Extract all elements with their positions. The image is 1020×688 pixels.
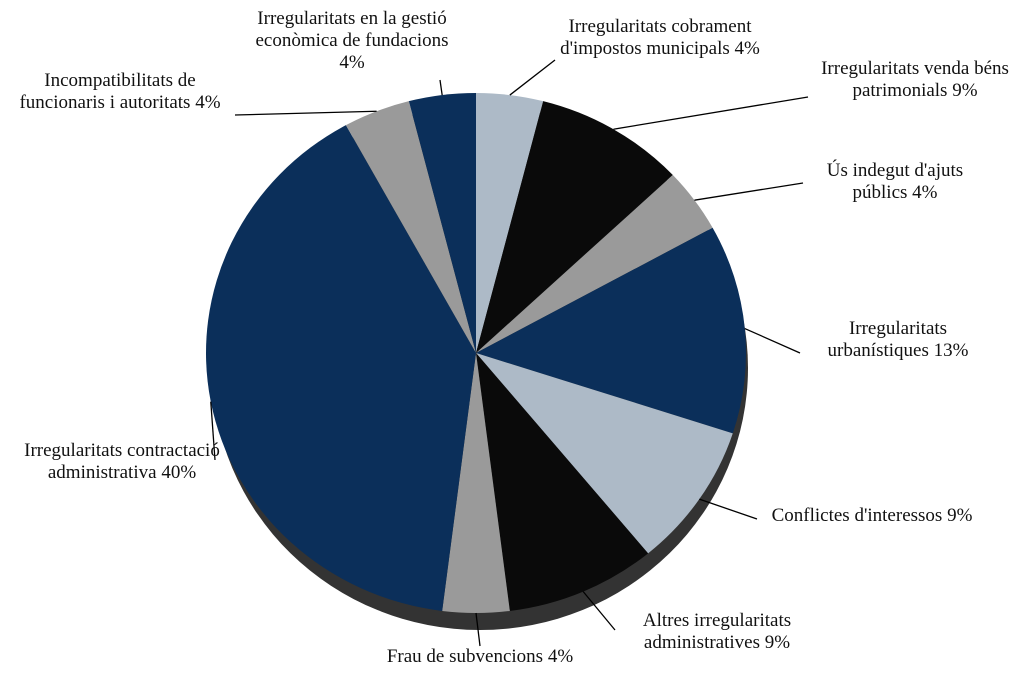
leader-line <box>699 498 758 520</box>
value-label: 9% <box>947 505 973 526</box>
pie-slice <box>476 101 673 353</box>
pie-slice <box>345 101 476 353</box>
category-label: Irregularitats urbanístiques <box>827 318 948 361</box>
pie-slice <box>476 93 544 353</box>
category-label: Frau de subvencions <box>386 646 544 667</box>
category-label: Altres irregularitats administratives <box>642 610 792 653</box>
category-label: Incompatibilitats de funcionaris i autor… <box>19 70 196 113</box>
category-label: Irregularitats contractació administrati… <box>24 440 220 483</box>
slice-label: Incompatibilitats de funcionaris i autor… <box>0 70 240 114</box>
leader-line <box>210 401 216 461</box>
category-label: Irregularitats venda béns patrimonials <box>821 58 1009 101</box>
value-label: 4% <box>912 182 938 203</box>
value-label: 4% <box>195 92 221 113</box>
value-label: 40% <box>161 462 197 483</box>
value-label: 4% <box>547 646 574 667</box>
value-label: 13% <box>933 340 969 361</box>
value-label: 4% <box>339 52 365 73</box>
leader-line <box>613 96 809 130</box>
leader-line <box>509 59 556 96</box>
value-label: 4% <box>734 38 760 59</box>
leader-line <box>439 79 443 96</box>
slice-label: Altres irregularitats administratives 9% <box>607 610 827 654</box>
slice-label: Irregularitats urbanístiques 13% <box>798 318 998 362</box>
slice-label: Irregularitats cobrament d'impostos muni… <box>555 16 765 60</box>
slice-label: Frau de subvencions 4% <box>365 646 595 668</box>
leader-line <box>694 182 804 201</box>
leader-line <box>475 612 481 647</box>
pie-slice <box>476 353 733 554</box>
category-label: Ús indegut d'ajuts públics <box>826 160 964 203</box>
pie-slice <box>476 353 649 611</box>
pie-slice <box>408 93 476 353</box>
value-label: 9% <box>764 632 791 653</box>
slice-label: Irregularitats en la gestió econòmica de… <box>247 8 457 74</box>
slice-label: Ús indegut d'ajuts públics 4% <box>805 160 985 204</box>
category-label: Irregularitats en la gestió econòmica de… <box>255 8 449 51</box>
pie-slice <box>476 175 713 353</box>
value-label: 9% <box>952 80 978 101</box>
slice-label: Conflictes d'interessos 9% <box>752 505 992 527</box>
leader-line <box>582 591 616 631</box>
pie-slice <box>476 227 746 434</box>
category-label: Conflictes d'interessos <box>771 505 943 526</box>
leader-line <box>744 327 801 354</box>
pie-slice <box>442 353 510 613</box>
category-label: Irregularitats cobrament d'impostos muni… <box>560 16 752 59</box>
pie-slice <box>205 125 476 611</box>
leader-line <box>234 110 377 116</box>
slice-label: Irregularitats contractació administrati… <box>12 440 232 484</box>
slice-label: Irregularitats venda béns patrimonials 9… <box>810 58 1020 102</box>
